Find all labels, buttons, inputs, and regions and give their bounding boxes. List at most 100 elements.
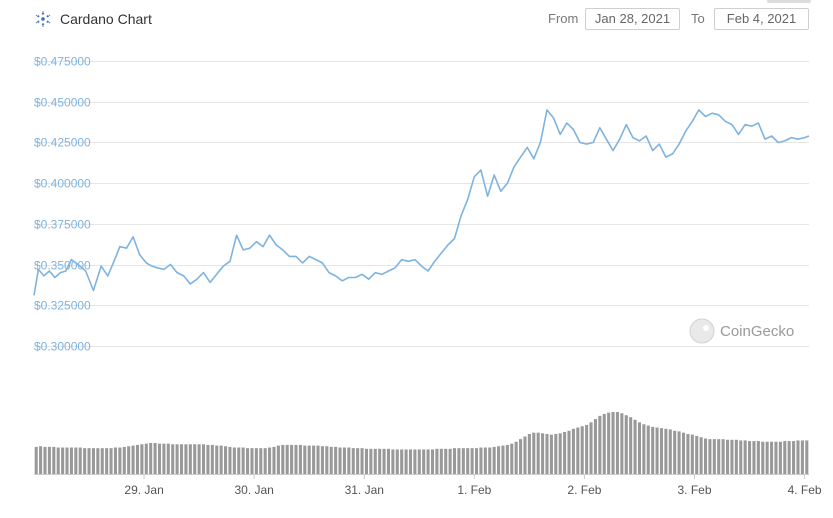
volume-bar xyxy=(188,444,192,474)
volume-bar xyxy=(792,441,796,474)
volume-bar xyxy=(435,448,439,474)
volume-bar xyxy=(78,447,82,474)
volume-bar xyxy=(642,424,646,474)
volume-bar xyxy=(633,419,637,474)
volume-bar xyxy=(655,427,659,474)
volume-bar xyxy=(276,445,280,474)
volume-bar xyxy=(135,444,140,474)
volume-bar xyxy=(778,441,782,474)
volume-bar xyxy=(748,441,752,474)
volume-bar xyxy=(105,448,109,474)
to-date-input[interactable]: Feb 4, 2021 xyxy=(714,8,809,30)
volume-bar xyxy=(179,444,184,474)
volume-bar xyxy=(413,449,417,474)
volume-bar xyxy=(391,449,395,474)
volume-bar xyxy=(52,446,56,475)
volume-bar xyxy=(554,433,558,474)
volume-bar xyxy=(611,412,615,474)
volume-bar xyxy=(686,433,690,474)
x-tick-label: 31. Jan xyxy=(345,483,384,497)
volume-bar xyxy=(316,445,320,474)
volume-bar xyxy=(545,433,549,474)
volume-bar xyxy=(378,448,382,474)
volume-bar xyxy=(87,448,91,474)
volume-bar xyxy=(514,441,518,474)
price-series xyxy=(33,109,810,296)
volume-bar xyxy=(184,444,188,474)
volume-bar xyxy=(386,448,391,474)
volume-bar xyxy=(69,447,73,474)
volume-bar xyxy=(338,447,342,474)
volume-bar xyxy=(153,443,157,474)
y-tick-label: $0.325000 xyxy=(34,299,91,313)
volume-bar xyxy=(426,449,430,474)
volume-bar xyxy=(615,412,619,474)
volume-bar xyxy=(250,448,254,474)
x-axis: 29. Jan 30. Jan 31. Jan 1. Feb 2. Feb 3. Feb 4… xyxy=(34,474,822,497)
y-tick-label: $0.450000 xyxy=(34,96,91,110)
volume-bar xyxy=(96,448,100,474)
volume-bar xyxy=(734,439,738,474)
volume-bar xyxy=(334,446,338,475)
volume-bar xyxy=(624,415,628,474)
volume-bar xyxy=(475,448,479,474)
volume-bar xyxy=(602,413,606,474)
y-tick-label: $0.300000 xyxy=(34,340,91,354)
volume-bar xyxy=(770,441,774,474)
volume-bar xyxy=(422,449,426,474)
volume-bar xyxy=(774,441,778,474)
volume-bars xyxy=(34,412,809,475)
menu-tab[interactable] xyxy=(767,0,811,3)
watermark-text: CoinGecko xyxy=(720,323,794,340)
volume-bar xyxy=(580,426,584,474)
volume-bar xyxy=(61,447,65,474)
volume-bar xyxy=(549,434,553,474)
volume-bar xyxy=(294,444,298,474)
volume-bar xyxy=(175,444,179,474)
volume-bar xyxy=(329,446,333,475)
x-tick-label: 29. Jan xyxy=(124,483,163,497)
volume-bar xyxy=(373,448,377,474)
from-date-input[interactable]: Jan 28, 2021 xyxy=(585,8,680,30)
volume-bar xyxy=(620,413,624,474)
volume-bar xyxy=(162,443,166,474)
volume-bar xyxy=(479,447,483,474)
volume-bar xyxy=(783,441,787,474)
volume-bar xyxy=(651,426,655,474)
volume-bar xyxy=(629,417,633,474)
volume-bar xyxy=(228,446,232,475)
volume-bar xyxy=(408,449,413,474)
volume-bar xyxy=(558,433,562,474)
volume-bar xyxy=(356,448,360,474)
volume-bar xyxy=(65,447,69,474)
volume-bar xyxy=(457,448,461,474)
volume-bar xyxy=(527,433,531,474)
volume-bar xyxy=(730,439,734,474)
volume-bar xyxy=(743,440,747,474)
volume-bar xyxy=(752,441,756,474)
volume-bar xyxy=(488,447,492,474)
volume-bar xyxy=(497,446,501,474)
volume-bar xyxy=(149,443,153,474)
volume-bar xyxy=(290,444,294,474)
volume-bar xyxy=(668,429,672,474)
volume-bar xyxy=(536,432,540,474)
volume-bar xyxy=(272,446,276,475)
cardano-logo-icon xyxy=(35,11,51,27)
volume-bar xyxy=(206,444,210,474)
volume-bar xyxy=(726,439,730,474)
volume-bar xyxy=(444,448,448,474)
volume-bar xyxy=(404,449,408,474)
volume-bar xyxy=(47,446,51,475)
volume-bar xyxy=(237,447,241,474)
volume-bar xyxy=(659,428,664,474)
volume-bar xyxy=(505,444,509,474)
volume-bar xyxy=(320,446,324,474)
x-tick-label: 30. Jan xyxy=(234,483,273,497)
volume-bar xyxy=(307,445,311,474)
volume-bar xyxy=(224,446,228,474)
price-line xyxy=(33,109,810,296)
volume-bar xyxy=(268,447,272,474)
